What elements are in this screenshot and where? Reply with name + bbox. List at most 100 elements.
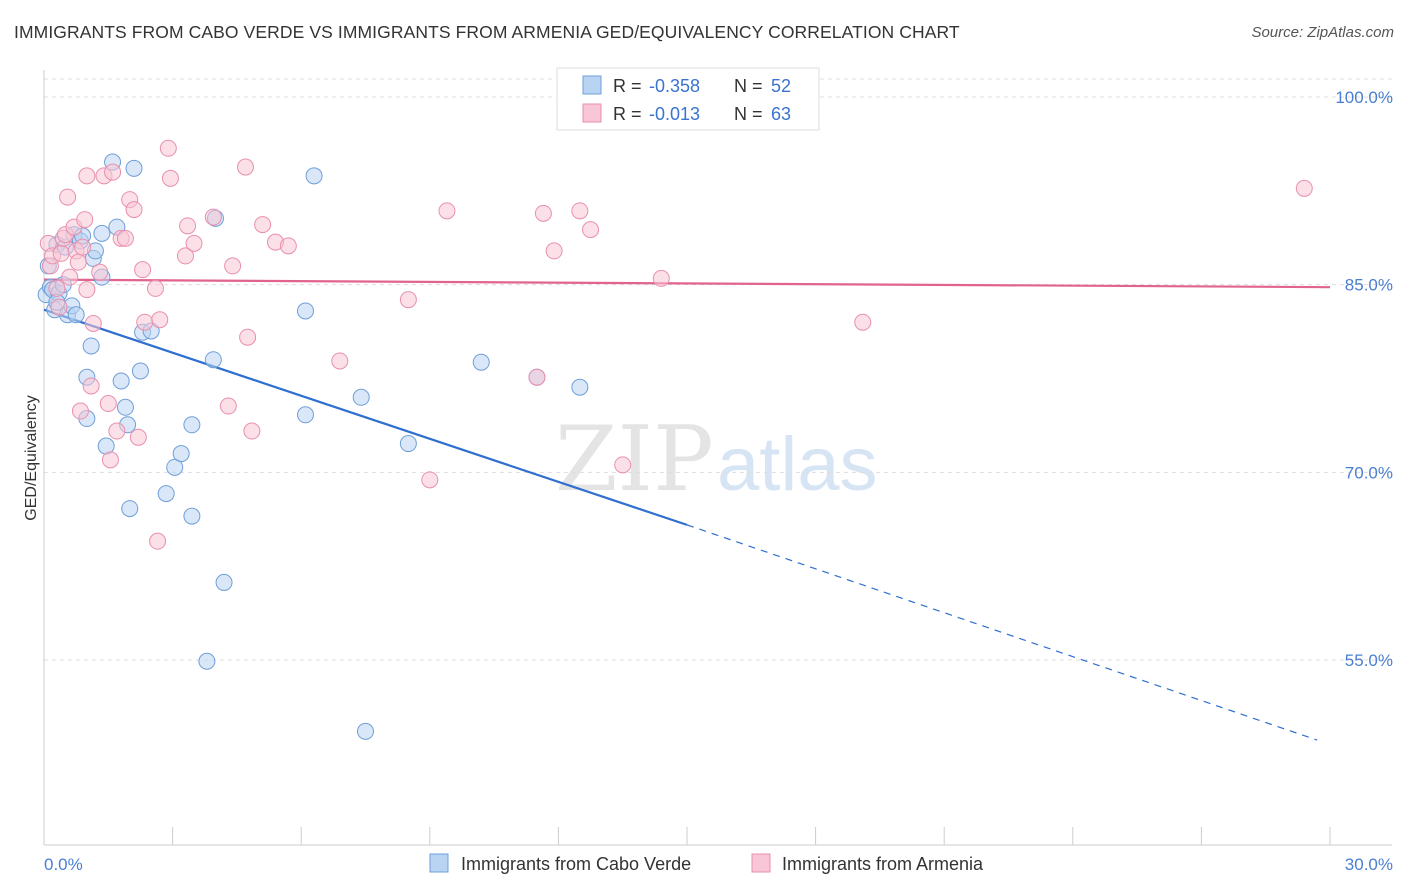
- x-tick-label-max: 30.0%: [1345, 855, 1393, 874]
- cabo-verde-point: [352, 388, 370, 406]
- y-tick-label: 85.0%: [1345, 276, 1393, 295]
- armenia-point: [224, 257, 242, 275]
- y-tick-label: 55.0%: [1345, 651, 1393, 670]
- armenia-point: [149, 532, 167, 550]
- armenia-point: [78, 167, 96, 185]
- cabo-verde-trend-line: [43, 308, 688, 526]
- cabo-verde-point: [82, 337, 100, 355]
- armenia-point: [136, 313, 154, 331]
- armenia-point: [134, 261, 152, 279]
- legend-r-label-2: R =: [613, 104, 647, 124]
- armenia-point: [125, 201, 143, 219]
- armenia-point: [91, 263, 109, 281]
- armenia-point: [528, 368, 546, 386]
- armenia-point: [614, 456, 632, 474]
- cabo-verde-point: [305, 167, 323, 185]
- armenia-point: [99, 395, 117, 413]
- legend-n-value-1: 52: [771, 76, 791, 96]
- cabo-verde-point: [157, 485, 175, 503]
- armenia-point: [146, 279, 164, 297]
- legend-r-value-1: -0.358: [649, 76, 700, 96]
- cabo-verde-point: [472, 353, 490, 371]
- armenia-point: [399, 291, 417, 309]
- trend-lines: [43, 278, 1331, 741]
- bottom-legend-label-pink: Immigrants from Armenia: [782, 854, 984, 874]
- armenia-point: [176, 247, 194, 265]
- armenia-point: [76, 211, 94, 229]
- armenia-point: [74, 238, 92, 256]
- cabo-verde-point: [204, 351, 222, 369]
- armenia-point: [82, 377, 100, 395]
- armenia-point: [50, 298, 68, 316]
- armenia-point: [219, 397, 237, 415]
- armenia-point: [239, 328, 257, 346]
- cabo-verde-point: [172, 445, 190, 463]
- armenia-point: [101, 451, 119, 469]
- data-points: [37, 139, 1313, 740]
- armenia-point: [243, 422, 261, 440]
- cabo-verde-point: [296, 406, 314, 424]
- armenia-trend-line: [43, 278, 1331, 289]
- cabo-verde-point: [93, 224, 111, 242]
- cabo-verde-point: [571, 378, 589, 396]
- armenia-point: [104, 163, 122, 181]
- axes: [43, 70, 1392, 846]
- armenia-point: [652, 269, 670, 287]
- cabo-verde-point: [399, 435, 417, 453]
- y-axis-label: GED/Equivalency: [23, 395, 40, 520]
- cabo-verde-point: [131, 362, 149, 380]
- legend-n-label-2: N =: [734, 104, 768, 124]
- legend-r-value-2: -0.013: [649, 104, 700, 124]
- armenia-point: [78, 281, 96, 299]
- source-label: Source: ZipAtlas.com: [1251, 24, 1394, 41]
- armenia-point: [254, 216, 272, 234]
- cabo-verde-trend-extension: [686, 524, 1318, 741]
- armenia-point: [84, 314, 102, 332]
- armenia-point: [108, 422, 126, 440]
- armenia-point: [69, 253, 87, 271]
- armenia-point: [545, 242, 563, 260]
- armenia-point: [59, 188, 77, 206]
- stats-legend: R = -0.358 N = 52 R = -0.013 N = 63: [556, 67, 820, 131]
- armenia-point: [1295, 179, 1313, 197]
- cabo-verde-point: [215, 573, 233, 591]
- armenia-point: [151, 311, 169, 329]
- cabo-verde-point: [183, 416, 201, 434]
- legend-swatch-blue: [582, 75, 602, 95]
- cabo-verde-point: [121, 500, 139, 518]
- cabo-verde-point: [183, 507, 201, 525]
- armenia-point: [854, 313, 872, 331]
- watermark-zip: ZIP: [555, 407, 714, 512]
- armenia-point: [61, 268, 79, 286]
- armenia-point: [159, 139, 177, 157]
- armenia-point: [116, 229, 134, 247]
- armenia-point: [179, 217, 197, 235]
- armenia-point: [71, 402, 89, 420]
- armenia-point: [421, 471, 439, 489]
- cabo-verde-point: [357, 722, 374, 740]
- bottom-legend-swatch-blue: [429, 853, 449, 873]
- cabo-verde-point: [166, 458, 184, 476]
- legend-n-value-2: 63: [771, 104, 791, 124]
- grid-lines: 100.0% 85.0% 70.0% 55.0%: [44, 78, 1393, 670]
- cabo-verde-point: [296, 302, 314, 320]
- armenia-point: [48, 279, 66, 297]
- armenia-point: [534, 204, 552, 222]
- watermark-atlas: atlas: [717, 422, 878, 507]
- armenia-point: [185, 234, 203, 252]
- legend-swatch-pink: [582, 103, 602, 123]
- cabo-verde-point: [116, 398, 134, 416]
- armenia-point: [571, 202, 589, 220]
- cabo-verde-point: [67, 306, 85, 324]
- bottom-legend-swatch-pink: [751, 853, 771, 873]
- armenia-point: [279, 237, 297, 255]
- legend-r-label-1: R =: [613, 76, 647, 96]
- y-tick-label: 100.0%: [1335, 88, 1393, 107]
- armenia-point: [331, 352, 349, 370]
- armenia-point: [204, 208, 222, 226]
- cabo-verde-point: [125, 159, 143, 177]
- armenia-point: [52, 244, 70, 262]
- legend-n-label-1: N =: [734, 76, 768, 96]
- cabo-verde-point: [198, 652, 216, 670]
